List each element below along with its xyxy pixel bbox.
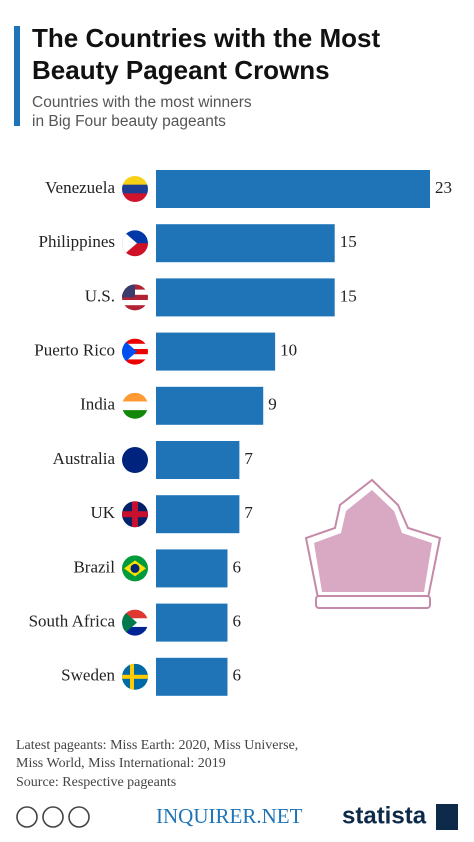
value-label: 6 xyxy=(232,666,241,685)
flag-stripe xyxy=(122,609,148,619)
source: Source: Respective pageants xyxy=(16,775,176,790)
flag xyxy=(122,663,148,690)
subtitle-line: Countries with the most winners xyxy=(32,94,252,111)
bar xyxy=(156,224,335,263)
flag-stripe xyxy=(122,343,148,350)
category-label: India xyxy=(80,395,115,414)
flag-stripe xyxy=(122,447,148,473)
bar xyxy=(156,332,276,371)
flag xyxy=(122,609,148,636)
bar xyxy=(156,278,335,317)
note-line: Latest pageants: Miss Earth: 2020, Miss … xyxy=(16,738,298,753)
bar xyxy=(156,441,240,479)
flag xyxy=(122,338,148,365)
flag-globe xyxy=(130,563,140,573)
value-label: 15 xyxy=(340,232,357,251)
value-label: 23 xyxy=(435,178,452,197)
flag-stripe xyxy=(122,338,148,345)
category-label: Venezuela xyxy=(45,178,115,197)
note-line: Miss World, Miss International: 2019 xyxy=(16,756,226,771)
title-accent xyxy=(14,26,20,126)
flag xyxy=(122,392,148,419)
flag xyxy=(122,447,148,473)
flag-stripe xyxy=(122,294,148,301)
category-label: U.S. xyxy=(85,286,115,305)
crown-decoration xyxy=(304,478,442,609)
flag-stripe xyxy=(122,176,148,186)
flag-triangle xyxy=(122,338,137,365)
brand-icon xyxy=(436,804,458,830)
flag xyxy=(122,555,148,582)
license-icons xyxy=(16,806,90,828)
bar xyxy=(156,657,228,696)
title-line: Beauty Pageant Crowns xyxy=(32,55,330,85)
publisher: INQUIRER.NET xyxy=(156,804,303,828)
category-label: Sweden xyxy=(61,666,115,685)
flag-stripe xyxy=(122,193,148,202)
flag-stripe xyxy=(122,410,148,419)
brand: statista xyxy=(342,802,427,829)
flag-stripe xyxy=(122,184,148,194)
category-label: South Africa xyxy=(29,612,116,631)
flag-stripe xyxy=(122,626,148,636)
flag-stripe xyxy=(122,359,148,365)
value-label: 7 xyxy=(244,503,253,522)
flag xyxy=(122,230,148,257)
title-line: The Countries with the Most xyxy=(32,23,380,53)
value-label: 9 xyxy=(268,395,277,414)
category-label: Australia xyxy=(53,449,116,468)
flag-cross xyxy=(122,674,148,679)
bar xyxy=(156,170,430,208)
flag-stripe xyxy=(122,354,148,360)
flag-stripe xyxy=(122,392,148,402)
flag-cross xyxy=(122,511,148,518)
flag xyxy=(122,501,148,528)
flag xyxy=(122,284,148,311)
bar xyxy=(156,549,228,588)
flag-triangle xyxy=(122,230,137,257)
value-label: 15 xyxy=(340,286,357,305)
value-label: 7 xyxy=(244,449,253,468)
bar xyxy=(156,495,240,534)
flag-canton xyxy=(122,284,135,298)
subtitle-line: in Big Four beauty pageants xyxy=(32,113,226,130)
bar xyxy=(156,386,264,425)
flag xyxy=(122,176,148,202)
flag-stripe xyxy=(122,300,148,306)
category-label: Philippines xyxy=(38,232,115,251)
category-label: Puerto Rico xyxy=(34,341,115,360)
flag-triangle xyxy=(122,609,137,636)
value-label: 6 xyxy=(232,612,241,631)
flag-stripe xyxy=(122,401,148,411)
flag-stripe xyxy=(122,305,148,311)
bar xyxy=(156,603,228,642)
category-label: UK xyxy=(90,503,115,522)
value-label: 6 xyxy=(232,557,241,576)
category-label: Brazil xyxy=(73,557,115,576)
value-label: 10 xyxy=(280,341,297,360)
